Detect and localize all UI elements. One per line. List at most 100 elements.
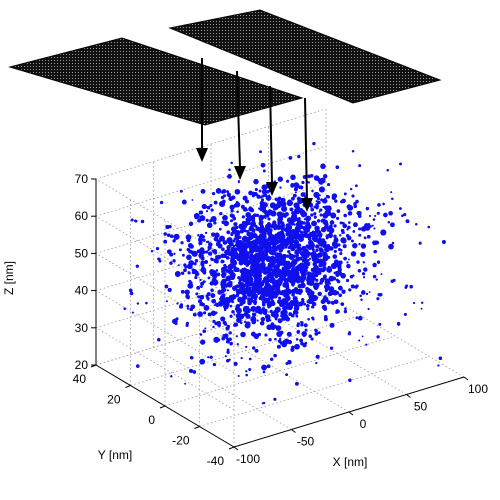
data-point	[198, 311, 201, 314]
data-point	[150, 250, 153, 253]
data-point	[253, 265, 258, 269]
data-point	[291, 259, 298, 266]
data-point	[200, 285, 203, 288]
data-point	[236, 253, 242, 259]
gridline-z	[95, 178, 235, 262]
arrow-head	[196, 148, 208, 162]
data-point	[303, 302, 306, 306]
data-point	[197, 234, 200, 237]
data-point	[269, 234, 275, 240]
data-point	[155, 246, 160, 251]
data-point	[184, 265, 188, 269]
data-point	[250, 246, 255, 250]
data-point	[413, 302, 416, 304]
data-point	[212, 325, 215, 329]
data-point	[221, 247, 225, 252]
data-point	[186, 304, 190, 308]
data-point	[226, 348, 230, 352]
data-point	[280, 197, 286, 203]
data-point	[403, 213, 407, 217]
data-point	[213, 336, 220, 343]
data-point	[259, 262, 266, 268]
data-point	[199, 278, 202, 282]
data-point	[316, 196, 321, 201]
data-point	[285, 254, 289, 258]
data-point	[320, 277, 325, 283]
data-point	[264, 333, 268, 337]
data-point	[388, 211, 393, 216]
data-point	[272, 262, 276, 265]
data-point	[213, 236, 219, 242]
data-point	[244, 320, 247, 323]
data-point	[215, 188, 222, 194]
data-point	[340, 302, 345, 306]
data-point	[333, 224, 337, 228]
data-point	[372, 262, 377, 268]
data-point	[269, 319, 272, 322]
data-point	[207, 356, 210, 359]
x-tick-mark	[233, 446, 239, 451]
data-point	[284, 246, 288, 249]
data-point	[299, 185, 304, 190]
data-point	[288, 230, 293, 235]
data-point	[228, 337, 232, 341]
data-point	[167, 287, 172, 292]
data-point	[157, 257, 160, 261]
data-point	[250, 226, 254, 230]
data-point	[333, 249, 337, 253]
data-point	[321, 304, 327, 310]
data-point	[332, 254, 337, 259]
data-point	[285, 269, 292, 276]
data-point	[323, 174, 328, 179]
data-point	[193, 312, 197, 317]
data-point	[237, 290, 242, 295]
data-point	[180, 271, 185, 275]
data-point	[293, 214, 298, 218]
y-tick-label: 0	[148, 413, 155, 427]
data-point	[248, 302, 251, 305]
data-point	[277, 226, 281, 230]
x-tick-label: 100	[468, 382, 488, 396]
data-point	[189, 369, 193, 373]
data-point	[193, 262, 197, 266]
data-point	[227, 174, 232, 179]
data-point	[247, 222, 251, 226]
data-point	[211, 298, 216, 304]
arrow-shaft	[304, 97, 308, 201]
data-point	[209, 203, 213, 207]
data-point	[262, 236, 266, 240]
data-point	[328, 275, 335, 282]
data-point	[179, 304, 183, 309]
arrow-head	[266, 182, 278, 196]
data-point	[209, 281, 214, 286]
data-point	[346, 261, 349, 264]
data-point	[342, 223, 347, 229]
data-point	[258, 236, 261, 240]
y-tick-label: -40	[207, 454, 225, 468]
data-point	[261, 184, 268, 191]
data-point	[340, 273, 346, 279]
data-point	[233, 237, 237, 241]
data-point	[294, 343, 300, 350]
data-point	[314, 225, 320, 232]
data-point	[260, 287, 266, 292]
data-point	[388, 243, 394, 250]
data-point	[338, 293, 342, 297]
data-point	[298, 269, 301, 272]
data-point	[266, 364, 271, 369]
data-point	[228, 331, 232, 335]
y-tick-mark	[228, 446, 235, 450]
grid-plane-left	[8, 37, 304, 126]
data-point	[382, 202, 385, 206]
data-point	[355, 284, 359, 288]
arrows	[196, 58, 313, 212]
data-point	[275, 281, 281, 287]
data-point	[308, 276, 315, 282]
data-point	[271, 312, 275, 316]
data-point	[270, 289, 275, 294]
data-point	[362, 272, 365, 276]
data-point	[226, 359, 230, 363]
data-point	[300, 341, 304, 346]
data-point	[261, 227, 267, 232]
